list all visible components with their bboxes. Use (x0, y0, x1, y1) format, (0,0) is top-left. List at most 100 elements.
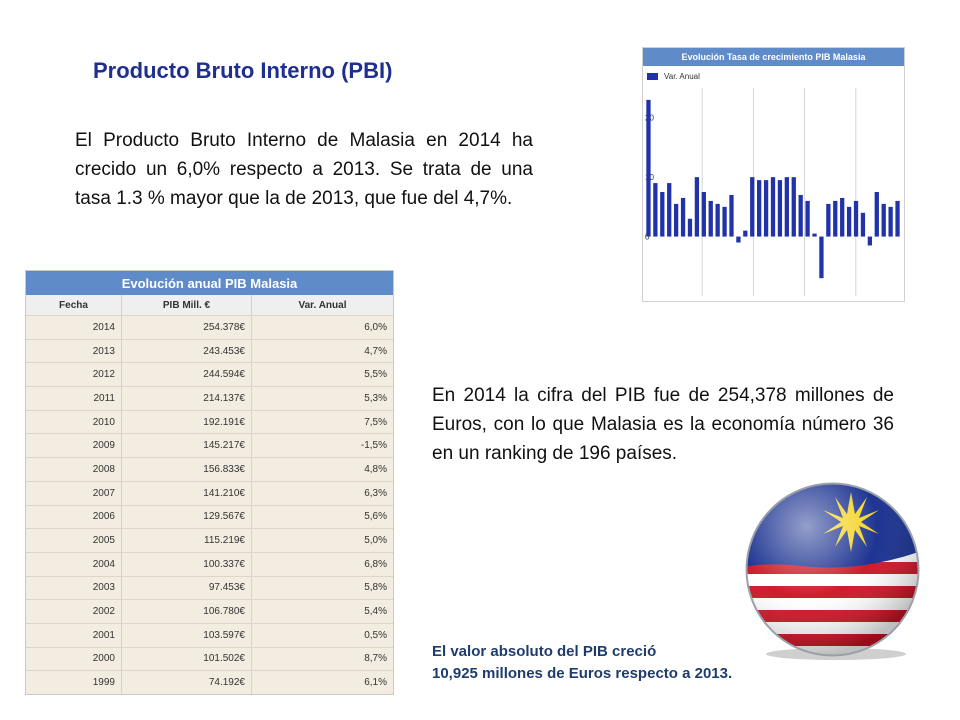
chart-bar (687, 218, 693, 237)
ranking-paragraph: En 2014 la cifra del PIB fue de 254,378 … (432, 385, 894, 464)
gdp-table: Evolución anual PIB Malasia Fecha PIB Mi… (25, 270, 394, 695)
chart-bar (867, 236, 873, 246)
cell-year: 2004 (26, 552, 122, 576)
table-body: 2014 254.378€ 6,0% 2013 243.453€ 4,7% 2012 244.… (26, 315, 393, 694)
legend-label: Var. Anual (664, 72, 700, 81)
table-row: 2000 101.502€ 8,7% (26, 646, 393, 671)
note-line-2: 10,925 millones de Euros respecto a 2013… (432, 665, 733, 682)
cell-gdp: 192.191€ (122, 410, 252, 434)
chart-bar (888, 206, 893, 237)
cell-change: 6,3% (364, 487, 387, 499)
table-row: 2012 244.594€ 5,5% (26, 362, 393, 387)
malaysia-flag-globe (741, 478, 924, 661)
chart-bar (812, 233, 817, 237)
table-row: 2006 129.567€ 5,6% (26, 504, 393, 529)
cell-change: 0,5% (364, 629, 387, 641)
cell-gdp: 74.192€ (122, 671, 252, 694)
col-header-gdp: PIB Mill. € (122, 295, 252, 315)
cell-change: 5,3% (364, 392, 387, 404)
cell-year: 2009 (26, 434, 122, 458)
cell-gdp: 103.597€ (122, 623, 252, 647)
cell-year: 2006 (26, 505, 122, 529)
chart-bar (722, 206, 727, 237)
chart-bar (833, 200, 838, 237)
chart-bar (819, 236, 824, 279)
cell-year: 2000 (26, 647, 122, 671)
cell-year: 2001 (26, 623, 122, 647)
intro-paragraph: El Producto Bruto Interno de Malasia en … (75, 130, 533, 209)
chart-bar (646, 99, 651, 237)
cell-year: 2012 (26, 363, 122, 387)
cell-year: 2002 (26, 600, 122, 623)
table-row: 2010 192.191€ 7,5% (26, 409, 393, 434)
page-title: Producto Bruto Interno (PBI) (93, 58, 393, 83)
cell-gdp: 214.137€ (122, 387, 252, 410)
chart-bar (881, 203, 886, 237)
cell-year: 2005 (26, 529, 122, 552)
cell-year: 2008 (26, 458, 122, 481)
chart-bar (667, 183, 672, 237)
cell-change: 6,8% (364, 558, 387, 570)
cell-change: 4,8% (364, 463, 387, 475)
y-tick-label: 0 (645, 233, 650, 242)
table-row: 2008 156.833€ 4,8% (26, 457, 393, 481)
chart-bar (770, 177, 776, 237)
chart-bar (715, 203, 720, 237)
chart-bar (708, 200, 713, 237)
cell-gdp: 115.219€ (122, 529, 252, 552)
gdp-increase-note: El valor absoluto del PIB creció 10,925 … (432, 641, 732, 685)
chart-bar (729, 194, 734, 237)
chart-bar (791, 177, 796, 237)
chart-bar (736, 236, 741, 243)
chart-bar (895, 200, 900, 237)
chart-bar (680, 197, 686, 237)
cell-change: 5,0% (364, 535, 387, 547)
cell-year: 2007 (26, 481, 122, 505)
cell-change: 8,7% (364, 653, 387, 665)
chart-bar (874, 192, 879, 237)
cell-year: 2014 (26, 316, 122, 339)
col-header-change: Var. Anual (298, 299, 347, 311)
table-row: 2004 100.337€ 6,8% (26, 551, 393, 576)
chart-bar (673, 203, 679, 237)
chart-bar (694, 177, 700, 237)
legend-swatch (647, 73, 658, 80)
table-row: 2009 145.217€ -1,5% (26, 433, 393, 458)
chart-title: Evolución Tasa de crecimiento PIB Malasi… (643, 48, 904, 66)
cell-gdp: 141.210€ (122, 481, 252, 505)
cell-gdp: 129.567€ (122, 505, 252, 529)
cell-change: -1,5% (360, 440, 387, 452)
cell-gdp: 101.502€ (122, 647, 252, 671)
table-row: 2011 214.137€ 5,3% (26, 386, 393, 410)
chart-plot: 20100 (645, 88, 900, 296)
chart-bar (777, 180, 783, 237)
table-title: Evolución anual PIB Malasia (26, 271, 393, 295)
cell-year: 2011 (26, 387, 122, 410)
cell-change: 5,8% (364, 582, 387, 594)
table-header-row: Fecha PIB Mill. € Var. Anual (26, 295, 393, 315)
chart-bar (805, 200, 810, 237)
chart-bar (757, 180, 762, 237)
chart-bar (784, 177, 789, 237)
cell-change: 6,0% (364, 321, 387, 333)
chart-bar (660, 192, 665, 237)
chart-bar (798, 194, 803, 237)
col-header-date: Fecha (26, 295, 122, 315)
cell-gdp: 145.217€ (122, 434, 252, 458)
chart-bar (653, 183, 658, 237)
note-line-1: El valor absoluto del PIB creció (432, 643, 657, 660)
table-row: 2001 103.597€ 0,5% (26, 622, 393, 647)
chart-bar (826, 203, 831, 237)
cell-gdp: 156.833€ (122, 458, 252, 481)
table-row: 2007 141.210€ 6,3% (26, 480, 393, 505)
chart-bar (743, 230, 748, 237)
cell-year: 1999 (26, 671, 122, 694)
table-row: 2002 106.780€ 5,4% (26, 599, 393, 623)
chart-bar (840, 197, 845, 237)
cell-change: 5,6% (364, 511, 387, 523)
cell-gdp: 97.453€ (122, 576, 252, 600)
cell-year: 2013 (26, 339, 122, 363)
cell-gdp: 244.594€ (122, 363, 252, 387)
cell-change: 5,5% (364, 369, 387, 381)
cell-change: 7,5% (364, 416, 387, 428)
